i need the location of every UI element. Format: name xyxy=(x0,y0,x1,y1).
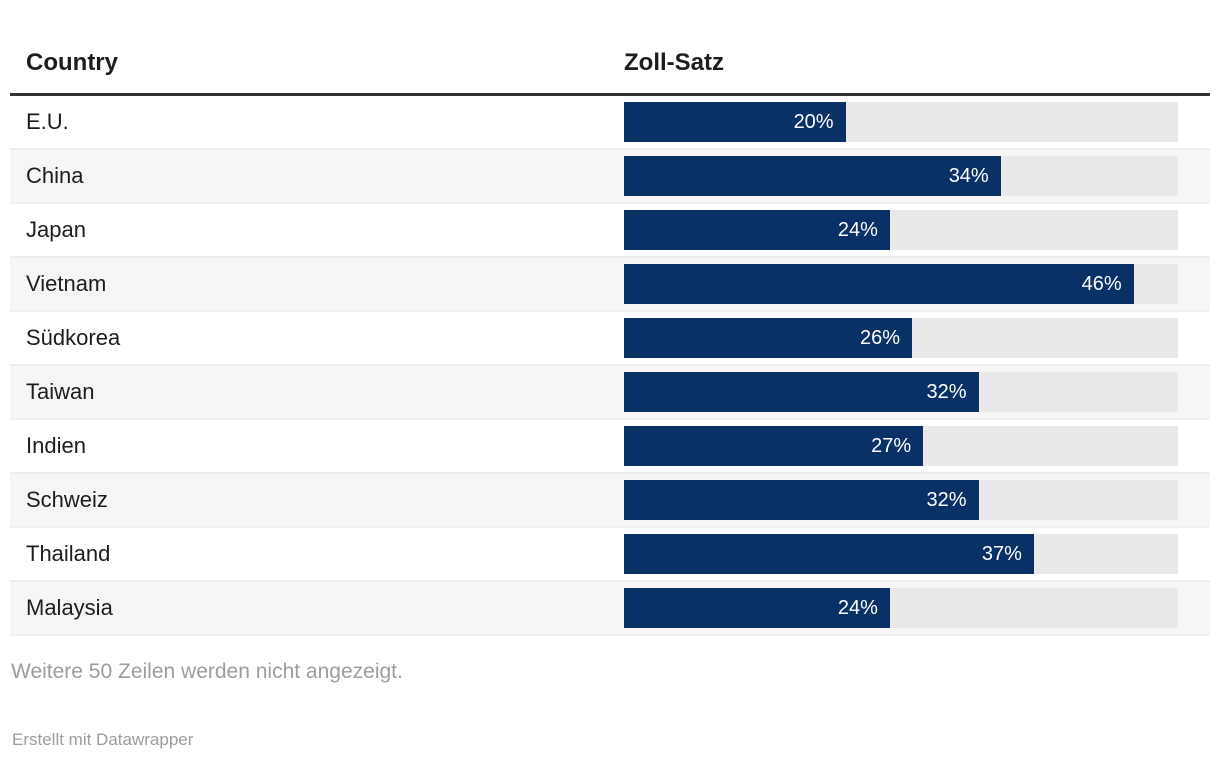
bar-value-label: 27% xyxy=(871,434,912,457)
table-row: China 34% xyxy=(10,150,1210,204)
bar-value-label: 24% xyxy=(837,218,878,241)
bar-track: 26% xyxy=(624,318,1178,358)
bar-track: 32% xyxy=(624,372,1178,412)
country-label: Taiwan xyxy=(26,379,95,404)
bar-value-label: 46% xyxy=(1081,272,1122,295)
country-label: Südkorea xyxy=(26,325,121,350)
bar-value-label: 34% xyxy=(948,164,989,187)
table-row: Indien 27% xyxy=(10,420,1210,474)
country-label: Malaysia xyxy=(26,595,113,620)
bar-track: 27% xyxy=(624,426,1178,466)
bar-track: 32% xyxy=(624,480,1178,520)
table-row: Japan 24% xyxy=(10,204,1210,258)
bar-track: 37% xyxy=(624,534,1178,574)
bar-track: 24% xyxy=(624,210,1178,250)
table-row: Vietnam 46% xyxy=(10,258,1210,312)
table-row: Malaysia 24% xyxy=(10,582,1210,636)
table-row: Thailand 37% xyxy=(10,528,1210,582)
country-label: Vietnam xyxy=(26,271,107,296)
country-label: Schweiz xyxy=(26,487,108,512)
country-label: Japan xyxy=(26,217,86,242)
bar-track: 34% xyxy=(624,156,1178,196)
bar-track: 46% xyxy=(624,264,1178,304)
bar-track: 20% xyxy=(624,102,1178,142)
table-body: E.U. 20% China 34% Japan 24% Vietnam 46%… xyxy=(10,96,1210,636)
bar-fill: 27% xyxy=(624,426,924,466)
country-label: Indien xyxy=(26,433,86,458)
bar-value-label: 32% xyxy=(926,380,967,403)
bar-fill: 20% xyxy=(624,102,846,142)
country-label: China xyxy=(26,163,84,188)
table-row: Schweiz 32% xyxy=(10,474,1210,528)
table-header: Country Zoll-Satz xyxy=(10,0,1210,96)
bar-fill: 24% xyxy=(624,210,890,250)
column-header-country: Country xyxy=(26,49,118,76)
bar-fill: 32% xyxy=(624,480,979,520)
bar-track: 24% xyxy=(624,588,1178,628)
country-label: E.U. xyxy=(26,109,69,134)
bar-fill: 32% xyxy=(624,372,979,412)
tariff-bar-table: Country Zoll-Satz E.U. 20% China 34% Jap… xyxy=(10,0,1210,750)
table-row: Südkorea 26% xyxy=(10,312,1210,366)
bar-value-label: 20% xyxy=(793,110,834,133)
bar-value-label: 26% xyxy=(860,326,901,349)
bar-value-label: 24% xyxy=(837,596,878,619)
bar-fill: 46% xyxy=(624,264,1134,304)
table-row: Taiwan 32% xyxy=(10,366,1210,420)
bar-fill: 37% xyxy=(624,534,1034,574)
bar-value-label: 32% xyxy=(926,488,967,511)
country-label: Thailand xyxy=(26,541,111,566)
column-header-zoll-satz: Zoll-Satz xyxy=(624,49,724,76)
bar-fill: 24% xyxy=(624,588,890,628)
bar-value-label: 37% xyxy=(981,542,1022,565)
bar-fill: 34% xyxy=(624,156,1001,196)
bar-fill: 26% xyxy=(624,318,913,358)
datawrapper-attribution-link[interactable]: Erstellt mit Datawrapper xyxy=(12,730,194,749)
table-row: E.U. 20% xyxy=(10,96,1210,150)
rows-hidden-note: Weitere 50 Zeilen werden nicht angezeigt… xyxy=(11,660,403,683)
